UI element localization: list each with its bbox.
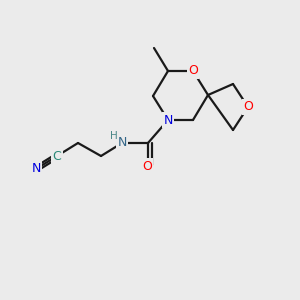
Text: C: C <box>52 149 62 163</box>
Text: O: O <box>188 64 198 77</box>
Text: H: H <box>110 131 118 141</box>
Text: O: O <box>142 160 152 172</box>
Text: O: O <box>243 100 253 113</box>
Text: N: N <box>163 113 173 127</box>
Text: N: N <box>31 163 41 176</box>
Text: N: N <box>117 136 127 149</box>
